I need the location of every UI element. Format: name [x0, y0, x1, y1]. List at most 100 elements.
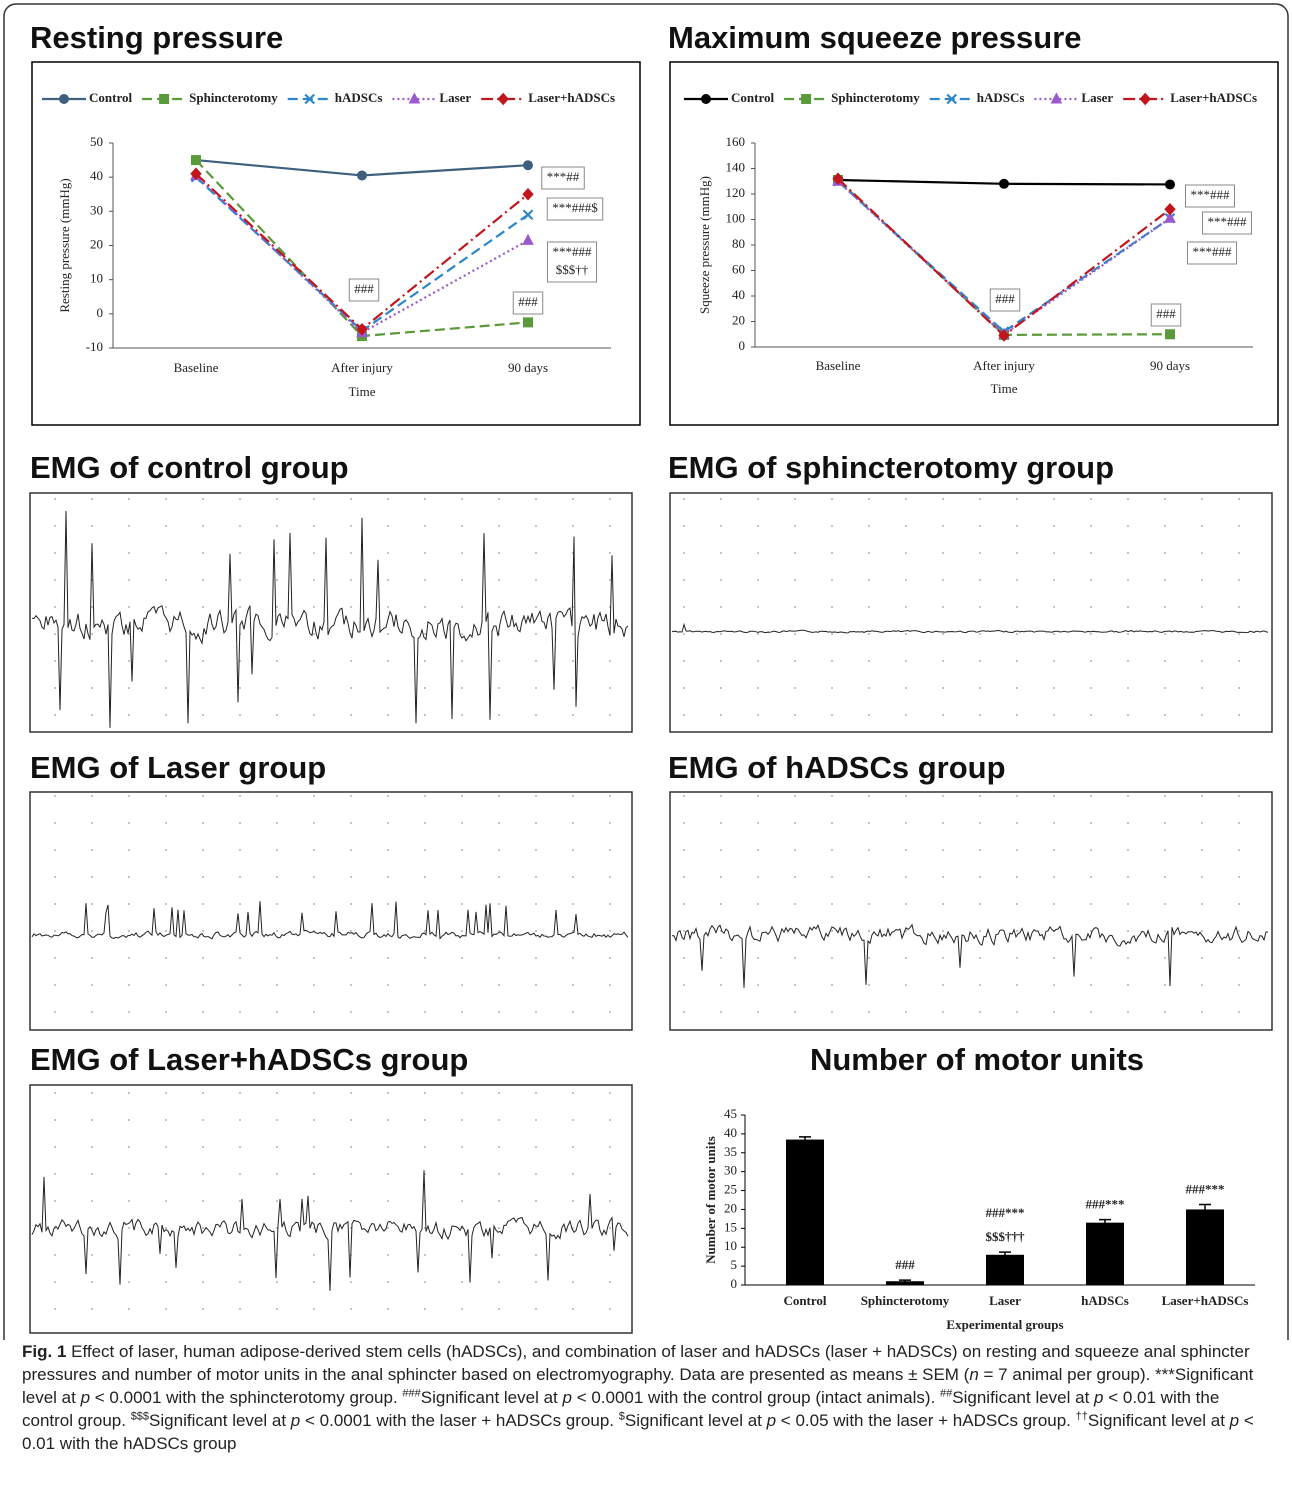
- x-tick-label: After injury: [973, 358, 1035, 373]
- y-tick-label: 60: [732, 261, 745, 276]
- x-tick-label: Control: [783, 1293, 826, 1308]
- marker: [523, 189, 533, 200]
- y-tick-label: 30: [724, 1163, 737, 1178]
- legend-label: Laser+hADSCs: [1170, 90, 1257, 105]
- y-tick-label: 100: [726, 210, 746, 225]
- marker: [524, 210, 533, 219]
- caption-text: p: [291, 1411, 300, 1430]
- caption-text: < 0.0001 with the laser + hADSCs group.: [300, 1411, 618, 1430]
- annotation: ###***: [986, 1205, 1025, 1220]
- marker: [160, 95, 169, 104]
- series-line: [196, 174, 528, 329]
- x-axis-label: Time: [349, 384, 376, 399]
- marker: [1166, 330, 1175, 339]
- x-tick-label: After injury: [331, 360, 393, 375]
- chart-title: Resting pressure: [30, 20, 283, 55]
- x-tick-label: Baseline: [816, 358, 861, 373]
- y-axis-label: Resting pressure (mmHg): [57, 178, 72, 312]
- y-tick-label: 10: [724, 1238, 737, 1253]
- legend-label: Sphincterotomy: [831, 90, 920, 105]
- caption-text: < 0.0001 with the sphincterotomy group.: [90, 1388, 402, 1407]
- caption-text: $$$: [131, 1410, 149, 1422]
- caption-text: Significant level at: [625, 1411, 767, 1430]
- x-tick-label: Baseline: [174, 360, 219, 375]
- annotation: $$$††: [556, 262, 589, 277]
- y-tick-label: 45: [724, 1106, 737, 1121]
- annotation: ***###$: [552, 200, 598, 215]
- emg-grid: [30, 792, 632, 1030]
- caption: Fig. 1 Effect of laser, human adipose-de…: [22, 1340, 1274, 1455]
- panel-title: EMG of hADSCs group: [668, 750, 1006, 785]
- emg-grid: [670, 792, 1272, 1030]
- y-tick-label: 120: [726, 185, 746, 200]
- emg-grid: [30, 1085, 632, 1333]
- y-tick-label: 40: [90, 168, 103, 183]
- annotation: ###: [1156, 306, 1176, 321]
- series-line: [196, 160, 528, 336]
- x-tick-label: hADSCs: [1081, 1293, 1129, 1308]
- y-tick-label: 30: [90, 202, 103, 217]
- series-line: [196, 177, 528, 331]
- x-tick-label: Sphincterotomy: [861, 1293, 950, 1308]
- annotation: ###: [895, 1257, 915, 1272]
- series-line: [196, 175, 528, 332]
- x-tick-label: 90 days: [1150, 358, 1190, 373]
- marker: [1000, 179, 1009, 188]
- y-tick-label: 50: [90, 134, 103, 149]
- annotation: ***###: [1208, 214, 1248, 229]
- annotation: ***##: [547, 169, 580, 184]
- legend-label: Control: [731, 90, 774, 105]
- caption-text: Significant level at: [421, 1388, 563, 1407]
- annotation: $$$†††: [986, 1229, 1026, 1244]
- caption-text: p: [1094, 1388, 1103, 1407]
- annotation: ***###: [553, 244, 593, 259]
- annotation: ###***: [1086, 1197, 1125, 1212]
- caption-text: < 0.05 with the laser + hADSCs group.: [776, 1411, 1076, 1430]
- marker: [702, 95, 711, 104]
- annotation: ###: [518, 294, 538, 309]
- y-axis-label: Number of motor units: [703, 1136, 718, 1264]
- y-tick-label: 20: [732, 312, 745, 327]
- bar: [1086, 1223, 1124, 1285]
- bar: [1186, 1209, 1224, 1285]
- legend-label: Laser: [439, 90, 471, 105]
- y-tick-label: 25: [724, 1182, 737, 1197]
- figure: Resting pressure-1001020304050BaselineAf…: [0, 0, 1292, 1485]
- marker: [802, 95, 811, 104]
- legend-label: Laser+hADSCs: [528, 90, 615, 105]
- legend-label: Laser: [1081, 90, 1113, 105]
- caption-text: Significant level at: [952, 1388, 1094, 1407]
- marker: [192, 156, 201, 165]
- y-tick-label: 140: [726, 159, 746, 174]
- caption-text: ††: [1076, 1410, 1088, 1422]
- y-tick-label: 40: [732, 287, 745, 302]
- caption-text: Significant level at: [149, 1411, 291, 1430]
- annotation: ***###: [1193, 244, 1233, 259]
- chart-title: Maximum squeeze pressure: [668, 20, 1082, 55]
- panel-title: EMG of Laser group: [30, 750, 326, 785]
- y-axis-label: Squeeze pressure (mmHg): [697, 176, 712, 314]
- marker: [1165, 204, 1175, 215]
- legend-label: Sphincterotomy: [189, 90, 278, 105]
- x-tick-label: Laser: [989, 1293, 1021, 1308]
- y-tick-label: 20: [724, 1200, 737, 1215]
- caption-text: ##: [940, 1387, 952, 1399]
- y-tick-label: 0: [739, 338, 746, 353]
- y-tick-label: 160: [726, 134, 746, 149]
- y-tick-label: 35: [724, 1144, 737, 1159]
- caption-text: Fig. 1: [22, 1342, 66, 1361]
- y-tick-label: 10: [90, 271, 103, 286]
- y-tick-label: 15: [724, 1219, 737, 1234]
- caption-text: p: [81, 1388, 90, 1407]
- chart-title: Number of motor units: [810, 1042, 1144, 1077]
- y-tick-label: 5: [731, 1257, 738, 1272]
- marker: [498, 94, 508, 105]
- x-axis-label: Time: [991, 381, 1018, 396]
- marker: [1166, 180, 1175, 189]
- y-tick-label: 0: [731, 1276, 738, 1291]
- legend-label: hADSCs: [335, 90, 383, 105]
- panel-title: EMG of Laser+hADSCs group: [30, 1042, 468, 1077]
- y-tick-label: 80: [732, 236, 745, 251]
- annotation: ###: [354, 281, 374, 296]
